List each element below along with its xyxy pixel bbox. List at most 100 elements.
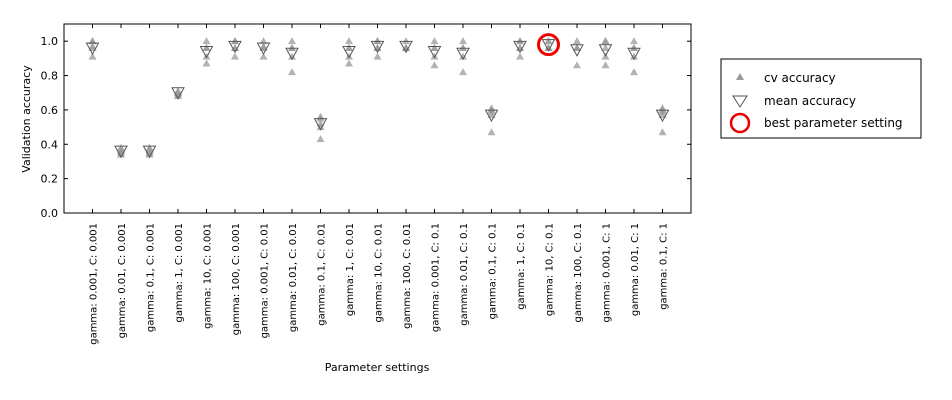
- mean-accuracy-point: [627, 47, 641, 61]
- mean-accuracy-point: [342, 45, 356, 59]
- x-tick-label: gamma: 0.01, C: 0.001: [117, 223, 128, 338]
- cv-accuracy-point: [402, 37, 410, 45]
- legend: cv accuracy mean accuracy best parameter…: [720, 58, 922, 139]
- cv-accuracy-point: [231, 52, 239, 60]
- cv-accuracy-point: [345, 37, 353, 45]
- legend-cv-accuracy-label: cv accuracy: [764, 71, 836, 85]
- mean-accuracy-point: [114, 145, 128, 159]
- x-tick-label: gamma: 100, C: 0.001: [231, 223, 242, 335]
- cv-accuracy-point: [231, 37, 239, 45]
- x-tick-label: gamma: 100, C: 0.1: [573, 223, 584, 323]
- cv-accuracy-point: [630, 44, 638, 52]
- mean-accuracy-point: [427, 45, 442, 59]
- x-tick-label: gamma: 1, C: 0.001: [174, 223, 185, 323]
- plot-area: [85, 33, 670, 159]
- x-tick-label: gamma: 0.1, C: 1: [659, 223, 670, 310]
- cv-accuracy-point: [88, 52, 97, 60]
- cv-accuracy-point: [345, 44, 353, 52]
- cv-accuracy-point: [430, 37, 439, 45]
- cv-accuracy-point: [202, 37, 211, 45]
- y-tick-label: 1.0: [41, 35, 59, 48]
- cv-accuracy-point: [459, 68, 467, 76]
- cv-accuracy-point: [658, 105, 667, 113]
- cv-accuracy-point: [459, 44, 467, 52]
- mean-accuracy-point: [228, 40, 242, 54]
- mean-accuracy-point: [513, 40, 527, 54]
- cv-accuracy-point: [373, 52, 382, 60]
- y-tick-label: 0.8: [41, 70, 59, 83]
- mean-accuracy-point: [655, 109, 670, 123]
- legend-cv-accuracy-marker: [736, 73, 744, 80]
- x-axis-label: Parameter settings: [325, 361, 430, 374]
- cv-accuracy-point: [544, 44, 553, 52]
- cv-accuracy-point: [516, 52, 524, 60]
- x-tick-label: gamma: 0.1, C: 0.001: [146, 223, 157, 332]
- cv-accuracy-point: [259, 44, 268, 52]
- x-tick-label: gamma: 0.01, C: 0.1: [459, 223, 470, 326]
- legend-mean-accuracy-label: mean accuracy: [764, 94, 856, 108]
- cv-accuracy-point: [288, 37, 296, 45]
- cv-accuracy-point: [487, 128, 496, 136]
- x-tick-label: gamma: 10, C: 0.1: [545, 223, 556, 316]
- cv-accuracy-point: [345, 59, 353, 67]
- axes: 0.0 0.2 0.4 0.6 0.8 1.0 gamma: 0.001, C: 0.001…: [41, 23, 692, 345]
- cv-accuracy-point: [630, 68, 638, 76]
- cv-accuracy-point: [316, 135, 325, 143]
- y-tick-label: 0.4: [41, 138, 59, 151]
- mean-accuracy-point: [598, 44, 613, 57]
- mean-accuracy-point: [399, 40, 413, 54]
- cv-accuracy-point: [430, 61, 439, 69]
- cv-accuracy-point: [373, 37, 382, 45]
- cv-accuracy-point: [630, 37, 638, 45]
- cv-accuracy-point: [259, 52, 268, 60]
- cv-accuracy-point: [117, 150, 125, 158]
- legend-frame: [720, 58, 922, 139]
- cv-accuracy-point: [430, 52, 439, 60]
- cv-accuracy-point: [573, 37, 581, 45]
- cv-accuracy-point: [601, 44, 610, 52]
- cv-accuracy-point: [459, 52, 467, 60]
- cv-accuracy-point: [316, 123, 325, 131]
- mean-accuracy-point: [570, 44, 584, 57]
- y-tick-label: 0.2: [41, 173, 59, 186]
- mean-accuracy-point: [256, 42, 271, 56]
- cv-accuracy-point: [145, 150, 154, 158]
- mean-accuracy-point: [171, 87, 185, 100]
- x-tick-label: gamma: 0.001, C: 0.001: [89, 223, 100, 345]
- cv-accuracy-point: [117, 143, 125, 151]
- cv-accuracy-point: [430, 44, 439, 52]
- legend-mean-accuracy-marker: [732, 95, 748, 108]
- x-tick-label: gamma: 0.001, C: 0.1: [431, 223, 442, 332]
- cv-accuracy-point: [259, 37, 268, 45]
- cv-accuracy-point: [544, 37, 553, 45]
- x-tick-label: gamma: 1, C: 0.01: [345, 223, 356, 316]
- cv-accuracy-point: [516, 37, 524, 45]
- mean-accuracy-point: [142, 145, 157, 159]
- mean-accuracy-point: [541, 39, 556, 52]
- cv-accuracy-point: [145, 143, 154, 151]
- mean-accuracy-point: [285, 47, 299, 61]
- cv-accuracy-point: [630, 52, 638, 60]
- mean-accuracy-point: [456, 47, 470, 61]
- mean-accuracy-point: [85, 42, 100, 56]
- cv-accuracy-point: [487, 105, 496, 113]
- cv-accuracy-point: [288, 68, 296, 76]
- y-axis-label: Validation accuracy: [20, 65, 33, 173]
- x-tick-label: gamma: 1, C: 0.1: [516, 223, 527, 310]
- x-tick-label: gamma: 10, C: 0.001: [203, 223, 214, 329]
- cv-accuracy-point: [573, 61, 581, 69]
- x-tick-label: gamma: 0.01, C: 0.01: [288, 223, 299, 332]
- cv-accuracy-point: [88, 37, 97, 45]
- mean-accuracy-point: [484, 109, 499, 123]
- cv-accuracy-point: [202, 59, 211, 67]
- best-parameter-marker: [537, 33, 560, 57]
- cv-accuracy-point: [288, 52, 296, 60]
- mean-accuracy-point: [313, 118, 328, 131]
- cv-accuracy-point: [88, 42, 97, 50]
- y-tick-label: 0.0: [41, 207, 59, 220]
- mean-accuracy-point: [370, 40, 385, 54]
- cv-accuracy-point: [601, 37, 610, 45]
- x-tick-label: gamma: 0.1, C: 0.1: [488, 223, 499, 319]
- x-tick-label: gamma: 10, C: 0.01: [374, 223, 385, 323]
